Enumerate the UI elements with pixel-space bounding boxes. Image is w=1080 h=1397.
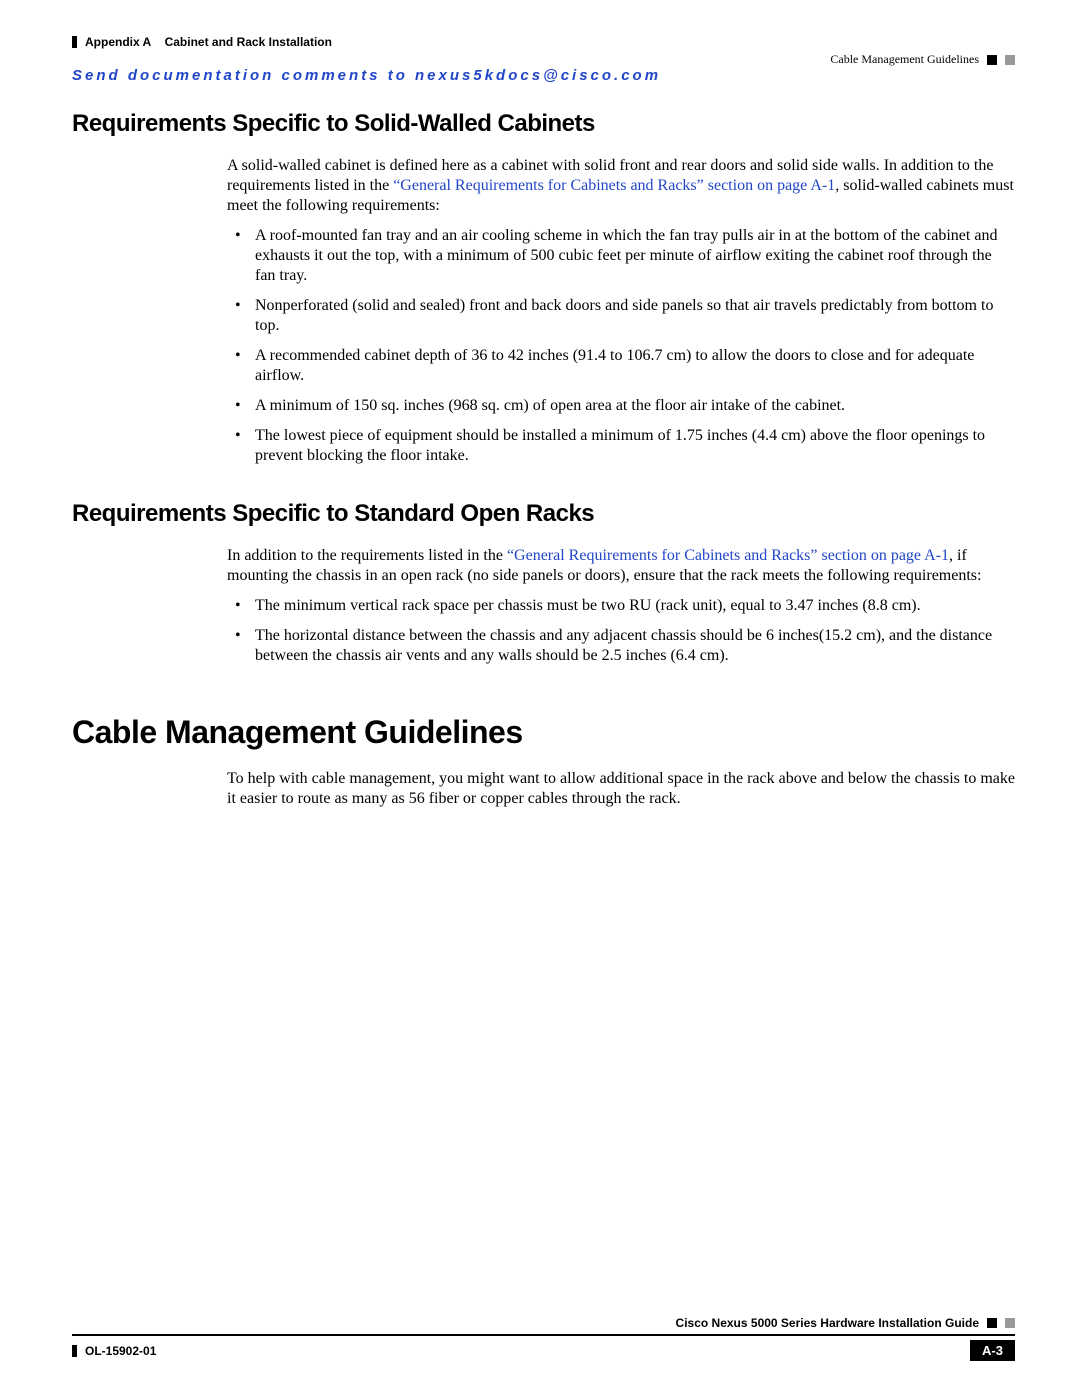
bullet-item: The lowest piece of equipment should be … <box>255 426 1015 466</box>
heading-cable-mgmt: Cable Management Guidelines <box>72 714 1015 751</box>
header-square-icon <box>987 55 997 65</box>
link-general-req-2[interactable]: “General Requirements for Cabinets and R… <box>507 547 949 564</box>
bullet-item: The minimum vertical rack space per chas… <box>255 596 1015 616</box>
footer-guide-title: Cisco Nexus 5000 Series Hardware Install… <box>676 1316 979 1330</box>
link-general-req-1[interactable]: “General Requirements for Cabinets and R… <box>393 177 835 194</box>
bullet-item: A recommended cabinet depth of 36 to 42 … <box>255 346 1015 386</box>
section-solid-walled: Requirements Specific to Solid-Walled Ca… <box>72 110 1015 466</box>
header-bar-icon <box>72 36 77 48</box>
send-comments-line: Send documentation comments to nexus5kdo… <box>72 67 1015 84</box>
heading-open-racks: Requirements Specific to Standard Open R… <box>72 500 1015 528</box>
footer-square-icon <box>987 1318 997 1328</box>
intro-open-racks: In addition to the requirements listed i… <box>227 546 1015 586</box>
bullet-list-open: The minimum vertical rack space per chas… <box>227 596 1015 666</box>
footer-page-number: A-3 <box>970 1340 1015 1361</box>
footer-bar-icon <box>72 1345 77 1357</box>
header-right: Cable Management Guidelines <box>830 52 1015 67</box>
bullet-item: Nonperforated (solid and sealed) front a… <box>255 296 1015 336</box>
section-ref: Cable Management Guidelines <box>830 52 979 67</box>
footer-doc-number: OL-15902-01 <box>85 1344 156 1358</box>
appendix-label: Appendix A <box>85 35 151 49</box>
bullet-list-solid: A roof-mounted fan tray and an air cooli… <box>227 226 1015 466</box>
bullet-item: The horizontal distance between the chas… <box>255 626 1015 666</box>
section-open-racks: Requirements Specific to Standard Open R… <box>72 500 1015 666</box>
section-cable-mgmt: Cable Management Guidelines To help with… <box>72 714 1015 809</box>
footer-rule <box>72 1334 1015 1336</box>
appendix-title: Cabinet and Rack Installation <box>165 35 332 49</box>
intro-solid-walled: A solid-walled cabinet is defined here a… <box>227 156 1015 216</box>
footer-square-grey-icon <box>1005 1318 1015 1328</box>
bullet-item: A minimum of 150 sq. inches (968 sq. cm)… <box>255 396 1015 416</box>
header-square-grey-icon <box>1005 55 1015 65</box>
header-left: Appendix A Cabinet and Rack Installation <box>72 35 332 49</box>
page-footer: Cisco Nexus 5000 Series Hardware Install… <box>72 1316 1015 1361</box>
bullet-item: A roof-mounted fan tray and an air cooli… <box>255 226 1015 286</box>
intro2-text: In addition to the requirements listed i… <box>227 547 507 564</box>
para-cable-mgmt: To help with cable management, you might… <box>227 769 1015 809</box>
heading-solid-walled: Requirements Specific to Solid-Walled Ca… <box>72 110 1015 138</box>
page-header: Appendix A Cabinet and Rack Installation <box>72 35 1015 49</box>
